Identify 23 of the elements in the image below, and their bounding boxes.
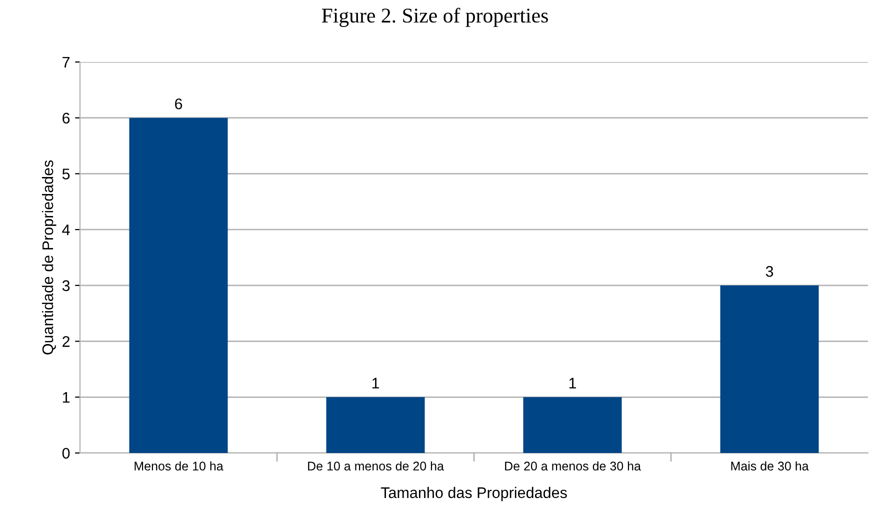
chart-title: Figure 2. Size of properties (322, 8, 548, 27)
bar (720, 285, 819, 453)
data-label: 1 (569, 378, 576, 388)
data-label: 6 (175, 98, 182, 110)
bar (326, 397, 425, 453)
y-tick-label: 6 (62, 112, 70, 124)
x-tick-label: De 10 a menos de 20 ha (308, 461, 444, 471)
y-tick-label: 4 (62, 224, 70, 236)
data-label: 3 (766, 266, 774, 277)
y-tick-label: 7 (62, 57, 70, 68)
y-tick-label: 1 (62, 392, 70, 403)
x-axis-title: Tamanho das Propriedades (380, 486, 567, 502)
y-tick-label: 3 (62, 280, 70, 292)
data-label: 1 (372, 378, 380, 388)
bar (523, 397, 622, 453)
x-tick-label: Menos de 10 ha (134, 461, 224, 471)
y-tick-label: 2 (62, 336, 70, 347)
y-tick-label: 5 (62, 168, 70, 180)
x-tick-label: De 20 a menos de 30 ha (505, 461, 641, 471)
bar (129, 118, 228, 453)
x-tick-label: Mais de 30 ha (731, 461, 809, 471)
y-axis-title: Quantidade de Propriedades (42, 160, 56, 354)
y-tick-label: 0 (62, 448, 70, 459)
